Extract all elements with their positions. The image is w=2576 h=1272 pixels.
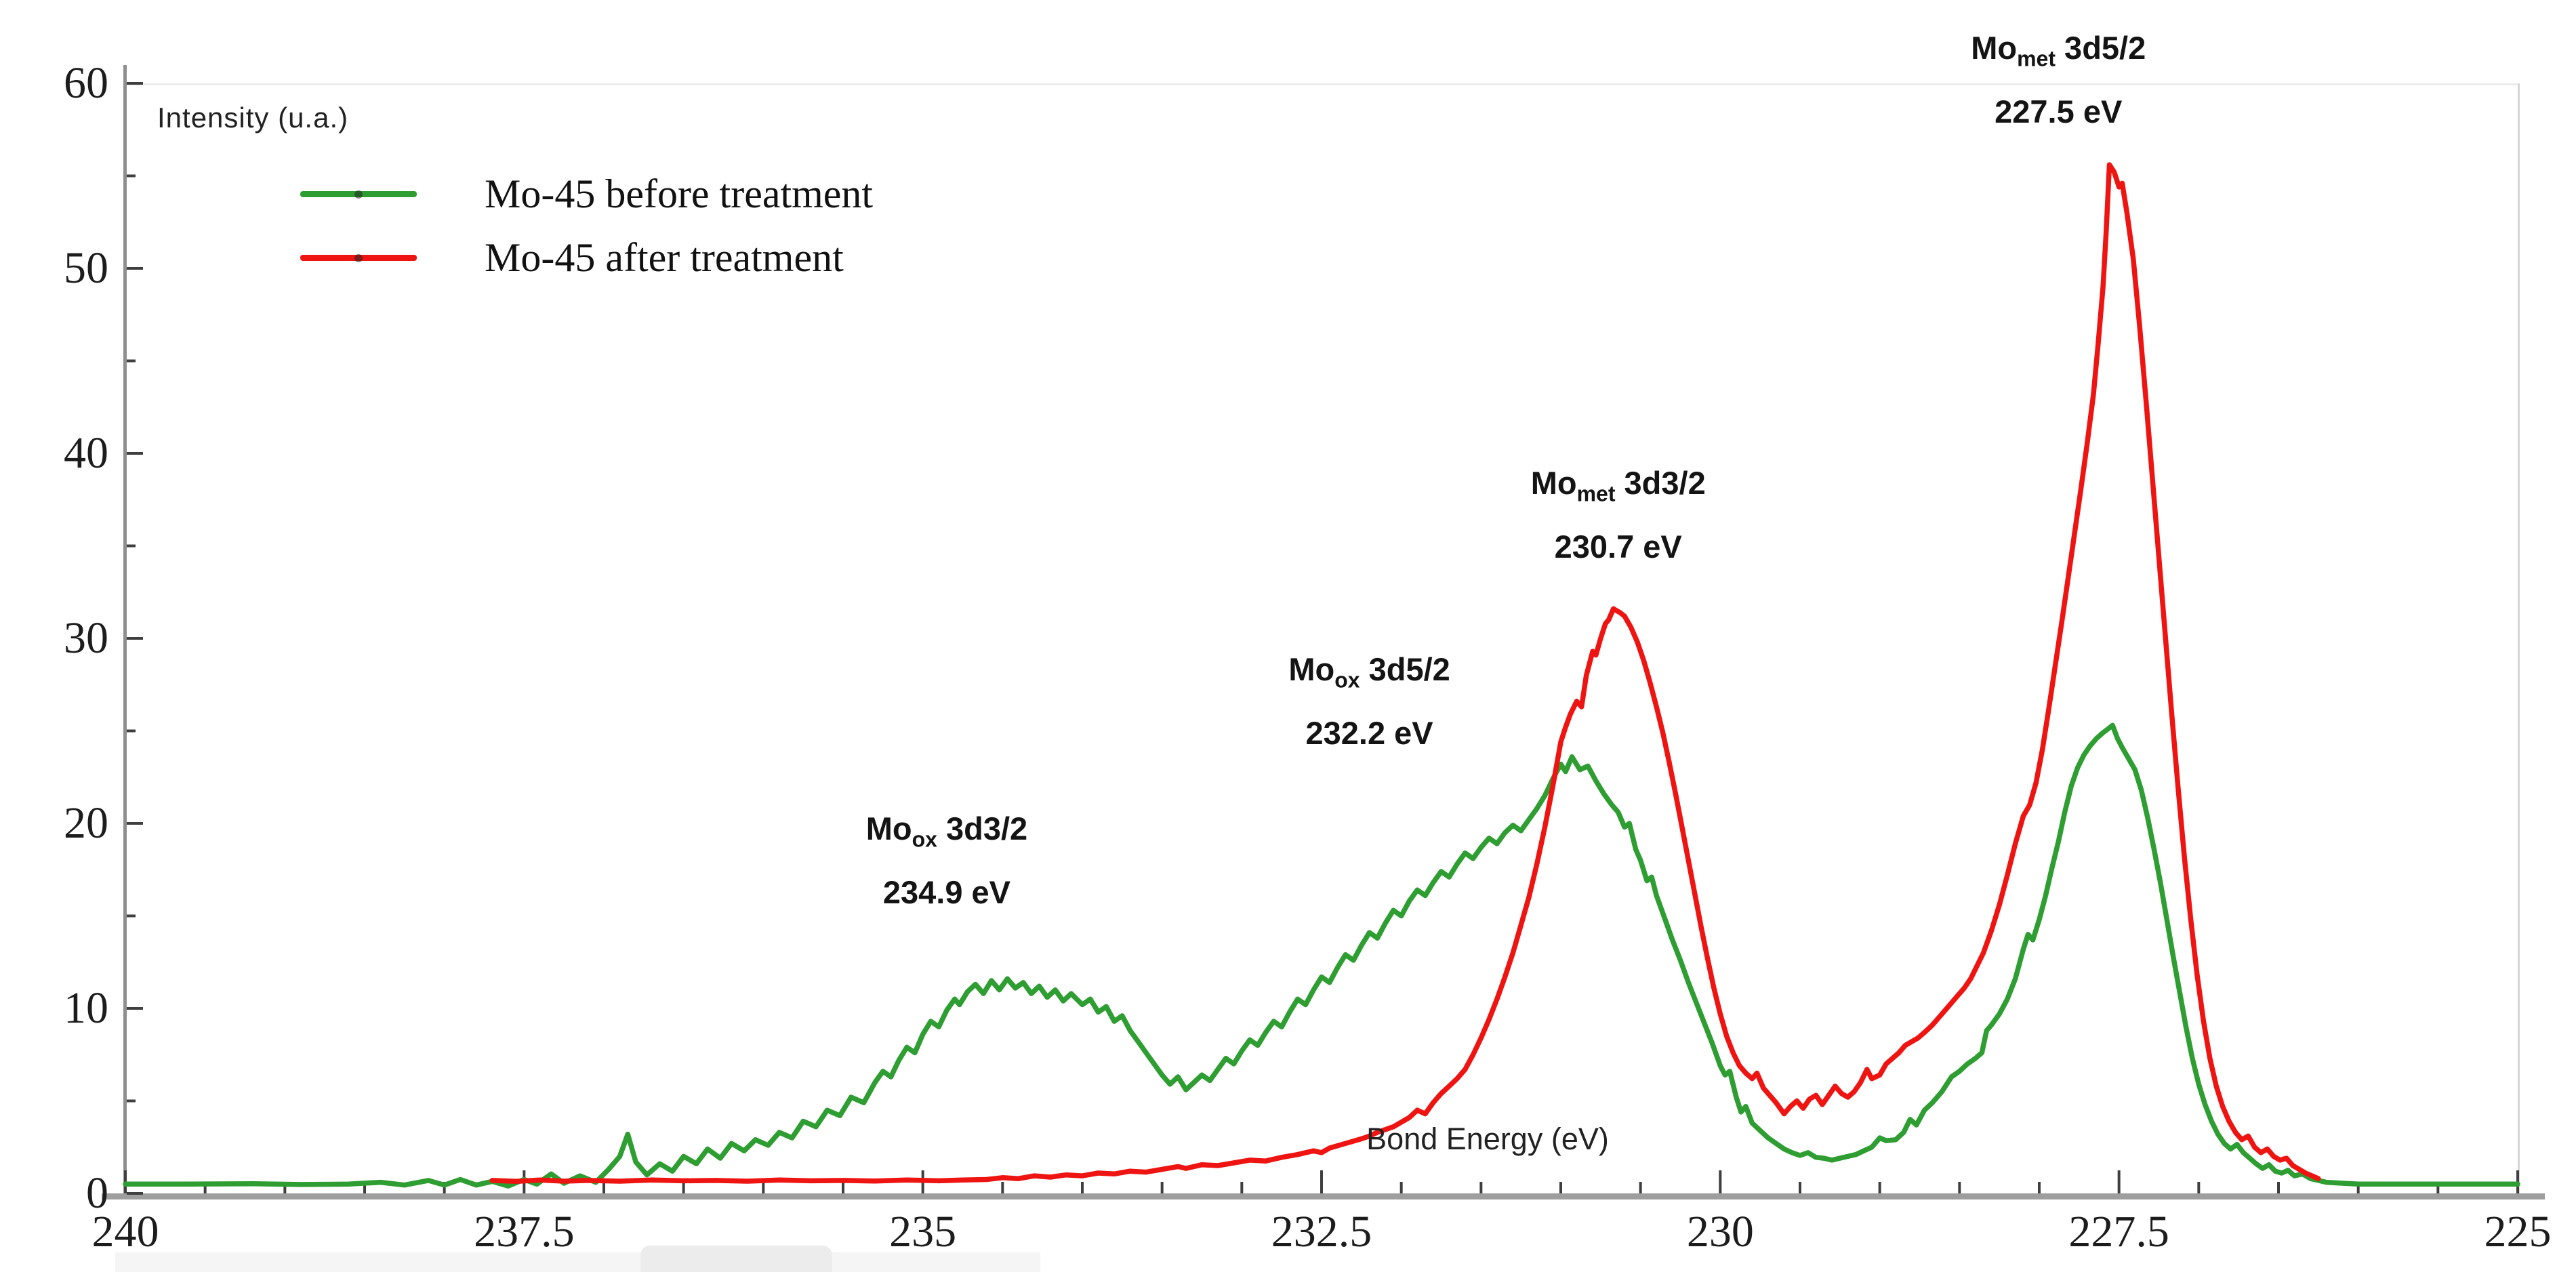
legend-item-after: Mo-45 after treatment — [300, 234, 844, 281]
x-tick-label: 225 — [2484, 1207, 2552, 1256]
legend-label-before: Mo-45 before treatment — [485, 171, 874, 216]
legend-label-after: Mo-45 after treatment — [485, 235, 844, 280]
scrollbar-thumb-artifact — [640, 1246, 832, 1272]
y-tick-label: 10 — [64, 983, 108, 1033]
y-tick-label: 50 — [64, 243, 108, 293]
legend-swatch-before-line — [300, 190, 417, 199]
peak-annotation-mo-ox-3d52: Moox 3d5/2 232.2 eV — [1288, 638, 1450, 765]
peak-annotation-mo-ox-3d32: Moox 3d3/2 234.9 eV — [866, 797, 1027, 924]
peak-annotation-energy: 227.5 eV — [1995, 94, 2123, 130]
peak-annotation-species: Moox 3d3/2 — [865, 811, 1028, 852]
legend-swatch-after-line — [300, 253, 417, 262]
peak-annotation-energy: 232.2 eV — [1305, 715, 1433, 752]
x-tick-label: 232.5 — [1271, 1207, 1372, 1256]
peak-annotation-species: Momet 3d3/2 — [1530, 464, 1706, 506]
x-tick-label: 230 — [1686, 1207, 1754, 1256]
plot-frame — [102, 65, 2545, 1199]
y-axis-title: Intensity (u.a.) — [157, 102, 349, 134]
peak-annotation-species: Moox 3d5/2 — [1288, 651, 1450, 693]
peak-annotation-mo-met-3d52: Momet 3d5/2 227.5 eV — [1971, 16, 2146, 144]
x-tick-label: 240 — [91, 1207, 159, 1256]
y-tick-label: 0 — [86, 1168, 108, 1218]
peak-annotation-energy: 234.9 eV — [882, 874, 1011, 911]
x-axis-title: Bond Energy (eV) — [1366, 1122, 1609, 1156]
legend-marker-dot — [354, 253, 363, 262]
legend-marker-dot — [354, 190, 363, 199]
peak-annotation-species: Momet 3d5/2 — [1971, 30, 2146, 71]
curve-after-treatment — [489, 162, 2321, 1185]
axis-ticks — [124, 82, 2519, 1195]
peak-annotation-energy: 230.7 eV — [1554, 528, 1682, 565]
bottom-edge-strip-artifact — [115, 1252, 1040, 1272]
peak-annotation-mo-met-3d32: Momet 3d3/2 230.7 eV — [1531, 451, 1706, 579]
y-tick-label: 40 — [64, 428, 108, 478]
spectrum-curves — [123, 162, 2520, 1189]
x-tick-label: 227.5 — [2068, 1207, 2169, 1256]
y-tick-label: 60 — [64, 58, 108, 108]
y-tick-label: 30 — [64, 613, 108, 663]
x-tick-label: 235 — [889, 1207, 957, 1256]
x-tick-label: 237.5 — [474, 1207, 575, 1256]
curve-before-treatment — [123, 722, 2520, 1189]
y-tick-label: 20 — [64, 798, 108, 848]
legend-item-before: Mo-45 before treatment — [300, 171, 873, 218]
